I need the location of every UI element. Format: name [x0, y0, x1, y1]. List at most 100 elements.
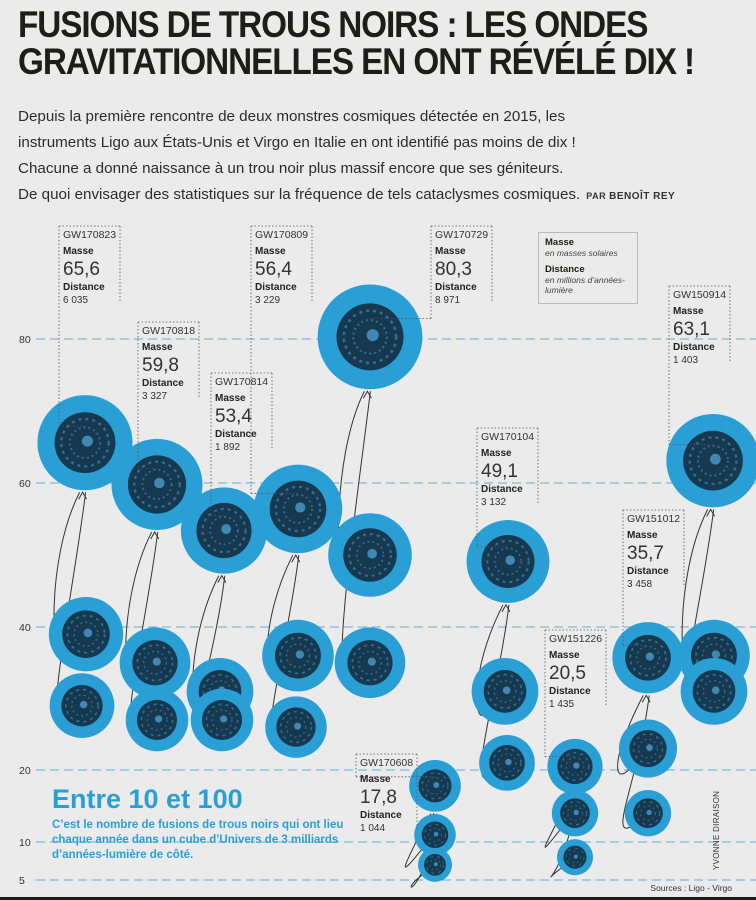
callout-text: C’est le nombre de fusions de trous noir…: [52, 819, 344, 861]
mass-header-label: Masse: [215, 393, 246, 404]
distance-value-label: 1 435: [549, 699, 574, 710]
black-hole-swirl: [60, 417, 110, 468]
event-id-label: GW170818: [142, 325, 195, 337]
mass-value-label: 20,5: [549, 663, 586, 684]
distance-value-label: 3 132: [481, 497, 506, 508]
intro-line: instruments Ligo aux États-Unis et Virgo…: [18, 134, 576, 151]
y-tick-label: 10: [19, 837, 31, 849]
black-hole-swirl: [202, 673, 238, 709]
event-id-label: GW170814: [215, 376, 268, 388]
distance-header-label: Distance: [549, 686, 591, 697]
black-hole-center: [81, 435, 93, 447]
mass-header-label: Masse: [627, 530, 658, 541]
black-hole-swirl: [697, 444, 729, 477]
black-hole-swirl: [565, 757, 585, 776]
progenitor-black-hole: [624, 790, 672, 837]
mass-header-label: Masse: [435, 246, 466, 257]
black-hole-swirl: [136, 644, 174, 682]
black-holes: [37, 284, 756, 882]
distance-value-label: 1 403: [673, 355, 698, 366]
sources: Sources : Ligo - Virgo: [650, 883, 732, 893]
distance-value-label: 6 035: [63, 295, 88, 306]
black-hole-swirl: [133, 460, 181, 509]
black-hole-center: [433, 862, 438, 867]
intro-line: Depuis la première rencontre de deux mon…: [18, 108, 566, 125]
black-hole-center: [219, 715, 228, 723]
distance-value-label: 8 971: [435, 295, 460, 306]
distance-header-label: Distance: [435, 282, 477, 293]
progenitor-black-hole: [618, 719, 678, 778]
black-hole-swirl: [285, 643, 311, 668]
black-hole-swirl: [487, 673, 523, 709]
black-hole-center: [645, 652, 654, 661]
arrow-head: [150, 530, 160, 540]
black-hole-swirl: [688, 436, 738, 486]
black-hole-center: [79, 700, 88, 709]
black-hole-swirl: [640, 805, 656, 822]
black-hole-swirl: [426, 777, 444, 795]
black-hole-swirl: [696, 673, 732, 709]
black-hole-swirl: [568, 851, 582, 864]
mass-value-label: 80,3: [435, 259, 472, 280]
black-hole-center: [502, 686, 511, 695]
arrow-head: [501, 603, 511, 613]
black-hole-swirl: [695, 636, 733, 675]
event-id-label: GW151226: [549, 633, 602, 645]
distance-value-label: 1 892: [215, 442, 240, 453]
black-hole-center: [646, 809, 652, 816]
intro-line: Chacune a donné naissance à un trou noir…: [18, 160, 564, 177]
event-labels: GW170823 Masse 65,6 Distance 6 035 GW170818 Ma…: [58, 225, 731, 834]
black-hole-center: [573, 809, 579, 816]
mass-header-label: Masse: [481, 448, 512, 459]
mass-value-label: 17,8: [360, 787, 397, 808]
event-id-label: GW170608: [360, 757, 413, 769]
black-hole-swirl: [421, 772, 449, 800]
black-hole-swirl: [493, 680, 517, 703]
remnant-black-hole: [111, 438, 203, 530]
arrow-head: [362, 390, 372, 399]
black-hole-swirl: [492, 748, 522, 778]
black-hole-center: [505, 555, 515, 565]
black-hole-swirl: [565, 847, 585, 867]
black-hole-swirl: [279, 636, 317, 675]
distance-header-label: Distance: [481, 484, 523, 495]
black-hole-center: [505, 758, 512, 766]
black-hole-swirl: [629, 639, 667, 677]
illustrator-credit: YVONNE DIRAISON: [712, 790, 721, 870]
legend-distance-unit-line2: lumière: [545, 285, 573, 295]
arrow-head: [217, 574, 227, 583]
legend: Masse en masses solaires Distance en mil…: [538, 232, 638, 304]
black-hole-swirl: [65, 688, 99, 723]
intro-line-text: De quoi envisager des statistiques sur l…: [18, 186, 581, 203]
remnant-black-hole: [317, 284, 423, 390]
progenitor-black-hole: [125, 688, 189, 752]
mass-value-label: 56,4: [255, 259, 292, 280]
remnant-black-hole: [253, 464, 343, 554]
black-hole-swirl: [351, 644, 389, 682]
black-hole-center: [152, 657, 161, 666]
black-hole-swirl: [68, 426, 102, 459]
distance-header-label: Distance: [215, 429, 257, 440]
black-hole-swirl: [70, 694, 94, 717]
remnant-black-hole: [612, 622, 684, 694]
mass-header-label: Masse: [255, 246, 286, 257]
black-hole-center: [433, 831, 439, 837]
intro-line: De quoi envisager des statistiques sur l…: [18, 182, 754, 210]
title-line-2: GRAVITATIONNELLES EN ONT RÉVÉLÉ DIX !: [18, 41, 695, 82]
progenitor-black-hole: [119, 627, 191, 699]
merger-arrow: [617, 695, 644, 775]
mass-header-label: Masse: [360, 774, 391, 785]
event-id-label: GW150914: [673, 289, 726, 301]
black-hole-center: [366, 329, 379, 342]
mass-header-label: Masse: [63, 246, 94, 257]
black-hole-swirl: [497, 753, 517, 773]
arrow-head: [706, 508, 716, 517]
black-hole-swirl: [632, 733, 664, 764]
black-hole-center: [83, 628, 93, 638]
black-hole-center: [573, 762, 580, 769]
black-hole-swirl: [357, 650, 383, 675]
black-hole-center: [710, 453, 721, 465]
y-tick-label: 40: [19, 622, 31, 634]
black-hole-swirl: [285, 716, 307, 738]
black-hole-center: [154, 715, 163, 723]
